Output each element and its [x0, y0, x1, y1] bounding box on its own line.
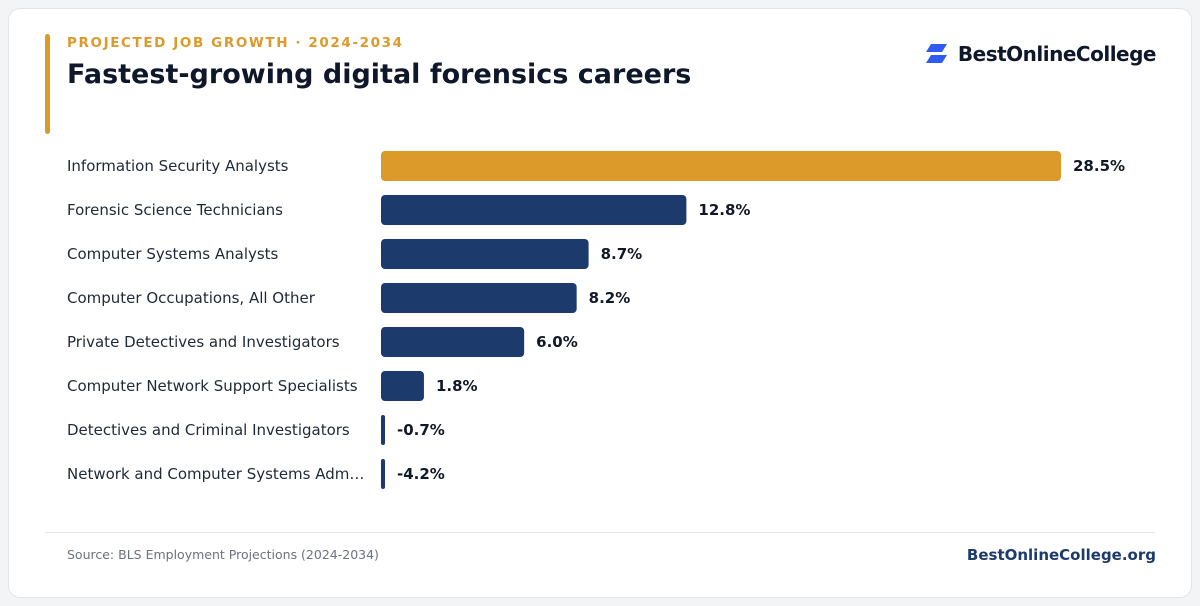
category-label: Computer Systems Analysts [67, 245, 279, 263]
site-url: BestOnlineCollege.org [966, 546, 1156, 564]
category-label: Computer Network Support Specialists [67, 377, 358, 395]
category-label: Information Security Analysts [67, 157, 289, 175]
footer-divider [45, 532, 1155, 533]
bar [381, 151, 1061, 181]
category-label: Detectives and Criminal Investigators [67, 421, 350, 439]
bar [381, 195, 687, 225]
category-label: Network and Computer Systems Adm… [67, 465, 364, 483]
bar [381, 327, 525, 357]
bar-chart: Information Security Analysts 28.5% Forens… [9, 139, 1193, 509]
brand-logo: BestOnlineCollege [924, 40, 1157, 68]
value-label: 6.0% [536, 333, 578, 351]
bar [381, 283, 577, 313]
value-label: -0.7% [397, 421, 445, 439]
value-label: -4.2% [397, 465, 445, 483]
source-note: Source: BLS Employment Projections (2024… [67, 547, 379, 562]
accent-bar [45, 34, 50, 134]
brand-name: BestOnlineCollege [957, 42, 1157, 66]
value-label: 12.8% [698, 201, 750, 219]
category-label: Forensic Science Technicians [67, 201, 283, 219]
bar-chart-svg: Information Security Analysts 28.5% Forens… [67, 151, 1125, 489]
bar [381, 459, 385, 489]
value-label: 8.2% [589, 289, 631, 307]
value-label: 8.7% [601, 245, 643, 263]
chart-title: Fastest-growing digital forensics career… [67, 59, 692, 90]
value-label: 28.5% [1073, 157, 1125, 175]
chart-card: PROJECTED JOB GROWTH · 2024-2034 Fastest… [8, 8, 1192, 598]
bar [381, 371, 424, 401]
value-label: 1.8% [436, 377, 478, 395]
eyebrow-label: PROJECTED JOB GROWTH · 2024-2034 [67, 35, 404, 51]
category-label: Private Detectives and Investigators [67, 333, 340, 351]
bar [381, 239, 589, 269]
bestonlinecollege-logo-icon [925, 44, 947, 63]
category-label: Computer Occupations, All Other [67, 289, 316, 307]
bar [381, 415, 385, 445]
